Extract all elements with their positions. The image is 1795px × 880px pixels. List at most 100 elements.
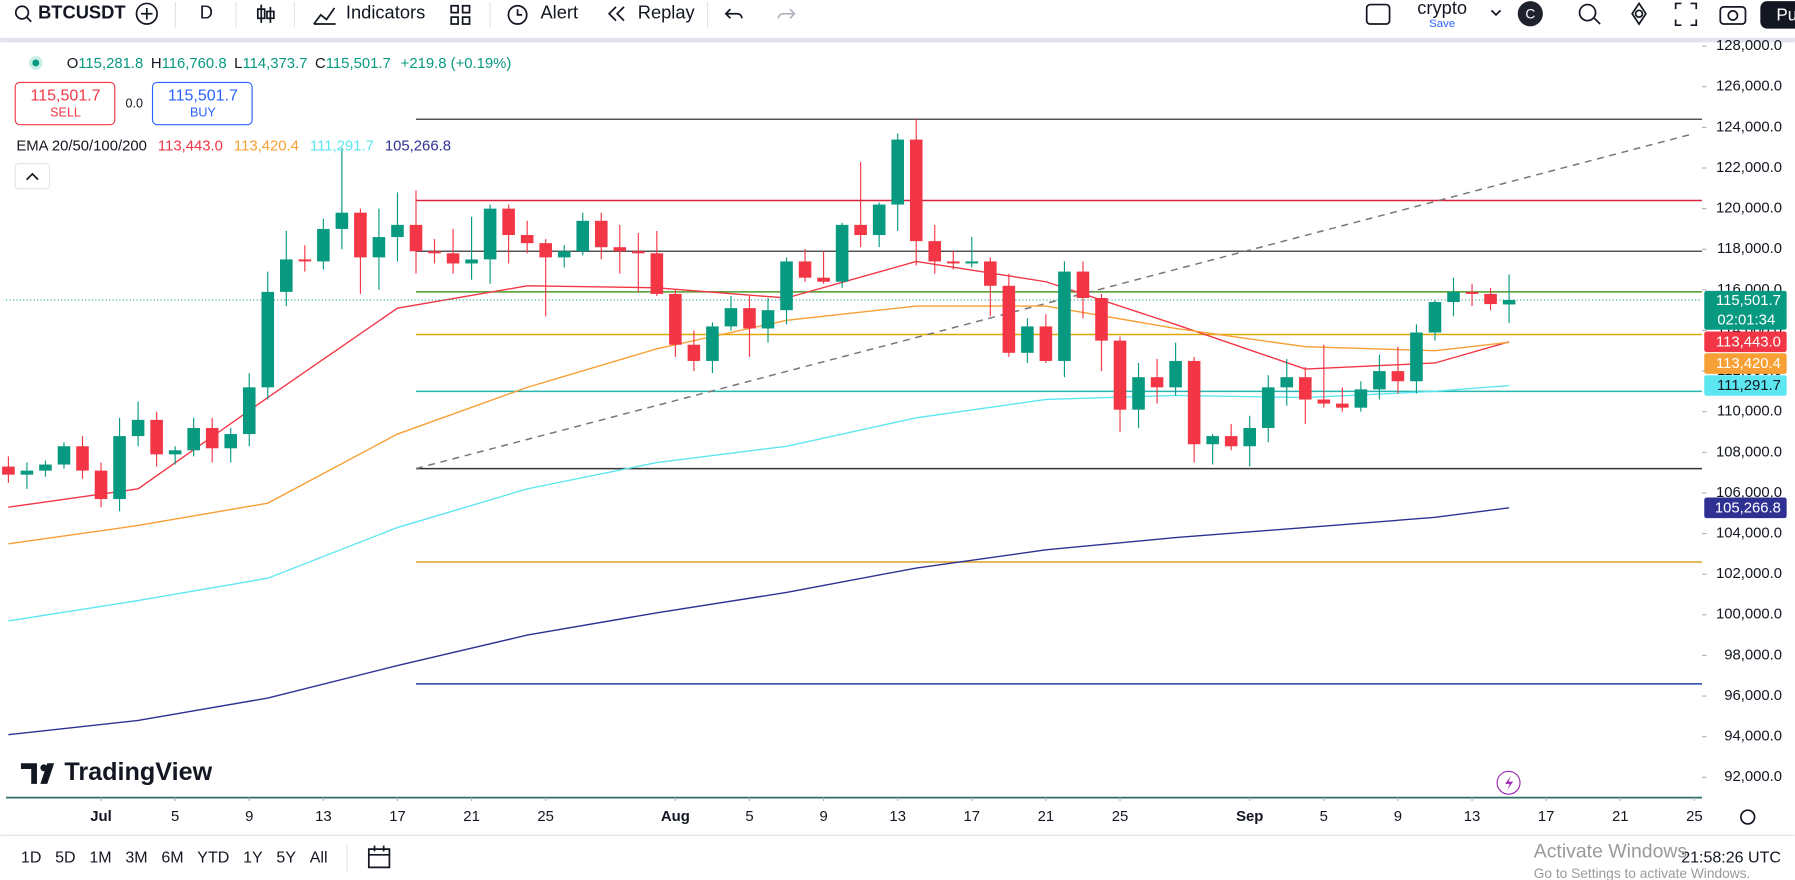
- ema-badge: [1704, 331, 1787, 353]
- templates-button[interactable]: [450, 4, 471, 25]
- undo-button[interactable]: [724, 8, 743, 19]
- candle-body: [1428, 302, 1442, 333]
- clock[interactable]: 21:58:26 UTC: [1681, 848, 1781, 866]
- y-tick-label: 98,000.0: [1724, 647, 1782, 663]
- buy-button[interactable]: [151, 81, 253, 126]
- candle-body: [761, 310, 775, 329]
- avatar[interactable]: [1517, 1, 1543, 27]
- x-tick-label: 25: [1112, 809, 1129, 825]
- sell-button[interactable]: [14, 81, 116, 126]
- x-tick-label: 5: [1320, 809, 1328, 825]
- candle-body: [168, 450, 182, 455]
- layout-icon[interactable]: [1365, 3, 1391, 25]
- legend: O115,281.8 H116,760.8 L114,373.7 C115,50…: [14, 56, 512, 190]
- ema-badge: [1704, 375, 1787, 396]
- axes: 92,000.0 94,000.0 96,000.0 98,000.0 100,000.…: [90, 38, 1787, 825]
- y-tick-label: 110,000.0: [1717, 404, 1782, 420]
- fullscreen-button[interactable]: [1674, 2, 1698, 27]
- candle-body: [1039, 326, 1053, 361]
- candle-body: [205, 427, 219, 449]
- y-tick-label: 126,000.0: [1716, 79, 1782, 95]
- status-dot: [32, 59, 40, 67]
- save-label[interactable]: Save: [1429, 18, 1455, 30]
- candle-body: [669, 293, 682, 345]
- ema-badge: [1704, 353, 1787, 374]
- ema-value: 111,291.7: [310, 138, 374, 154]
- indicators-button[interactable]: Indicators: [346, 2, 425, 23]
- x-tick-label: 13: [889, 809, 906, 825]
- range-button[interactable]: 3M: [125, 848, 147, 866]
- candle-body: [780, 261, 793, 311]
- x-tick-label: 13: [315, 809, 332, 825]
- quick-search-handle: [1593, 17, 1601, 25]
- search-icon[interactable]: [14, 5, 30, 20]
- candle-body: [1150, 377, 1164, 388]
- y-tick-label: 92,000.0: [1724, 769, 1782, 785]
- range-button[interactable]: 5Y: [276, 848, 296, 866]
- y-tick-label: 108,000.0: [1716, 444, 1782, 460]
- watermark-text: TradingView: [64, 758, 212, 786]
- range-button[interactable]: 1Y: [243, 848, 263, 866]
- layout-name[interactable]: crypto: [1417, 0, 1467, 18]
- candle-body: [150, 419, 163, 455]
- x-tick-label: 21: [1612, 809, 1629, 825]
- chart-type-button[interactable]: [256, 4, 275, 23]
- range-button[interactable]: All: [310, 848, 328, 866]
- range-button[interactable]: 5D: [55, 848, 75, 866]
- compare-button[interactable]: [135, 2, 158, 25]
- ohlc-key: O: [67, 56, 79, 72]
- candle-body: [57, 446, 71, 465]
- candle-body: [1373, 371, 1386, 390]
- last-price-badge: [1704, 290, 1787, 330]
- candle-body: [687, 344, 701, 361]
- candle-body: [891, 139, 904, 205]
- range-button[interactable]: 1D: [21, 848, 41, 866]
- collapse-legend-button[interactable]: [14, 163, 51, 190]
- candle-body: [594, 220, 608, 248]
- axis-settings-button[interactable]: [1740, 809, 1756, 825]
- toolbar-separator: [0, 37, 1795, 43]
- symbol[interactable]: BTCUSDT: [38, 2, 125, 23]
- settings-button[interactable]: [1631, 1, 1647, 26]
- publish-label: Pu: [1776, 5, 1795, 25]
- goto-date-button[interactable]: [367, 845, 391, 869]
- ohlc-legend: O115,281.8 H116,760.8 L114,373.7 C115,50…: [67, 56, 512, 72]
- candle-body: [465, 259, 478, 264]
- y-tick-label: 120,000.0: [1716, 201, 1782, 217]
- x-tick-label: 9: [1394, 809, 1402, 825]
- candle-body: [317, 228, 330, 262]
- candle-body: [1410, 332, 1423, 382]
- candle-body: [280, 259, 293, 292]
- y-tick-label: 106,000.0: [1716, 485, 1782, 501]
- candle-body: [928, 241, 942, 262]
- alert-button[interactable]: Alert: [540, 2, 578, 23]
- redo-button[interactable]: [777, 8, 796, 19]
- candle-body: [1317, 399, 1331, 404]
- candle-body: [1132, 377, 1145, 410]
- snapshot-button[interactable]: [1719, 6, 1747, 25]
- x-tick-label: 13: [1464, 809, 1481, 825]
- ohlc-key: H: [151, 56, 162, 72]
- events-bolt: [1505, 775, 1514, 790]
- range-button[interactable]: 6M: [161, 848, 183, 866]
- activation-title: Activate Windows: [1534, 841, 1688, 863]
- candle-body: [613, 247, 627, 252]
- candle-body: [502, 208, 515, 236]
- candle-body: [743, 308, 756, 329]
- candle-body: [39, 464, 52, 471]
- replay-button[interactable]: Replay: [638, 2, 696, 23]
- range-button[interactable]: 1M: [89, 848, 111, 866]
- buy-price: 115,501.7: [168, 86, 238, 104]
- candle-body: [909, 139, 923, 242]
- interval[interactable]: D: [200, 2, 213, 23]
- ema-title: EMA 20/50/100/200: [16, 138, 147, 154]
- y-tick-label: 118,000.0: [1717, 241, 1782, 257]
- publish-button[interactable]: [1760, 1, 1795, 29]
- spread: 0.0: [125, 96, 143, 110]
- layout-dropdown[interactable]: [1490, 9, 1502, 17]
- x-tick-label: 9: [819, 809, 827, 825]
- range-button[interactable]: YTD: [197, 848, 229, 866]
- quick-search-button[interactable]: [1578, 3, 1597, 22]
- candle-body: [187, 427, 200, 451]
